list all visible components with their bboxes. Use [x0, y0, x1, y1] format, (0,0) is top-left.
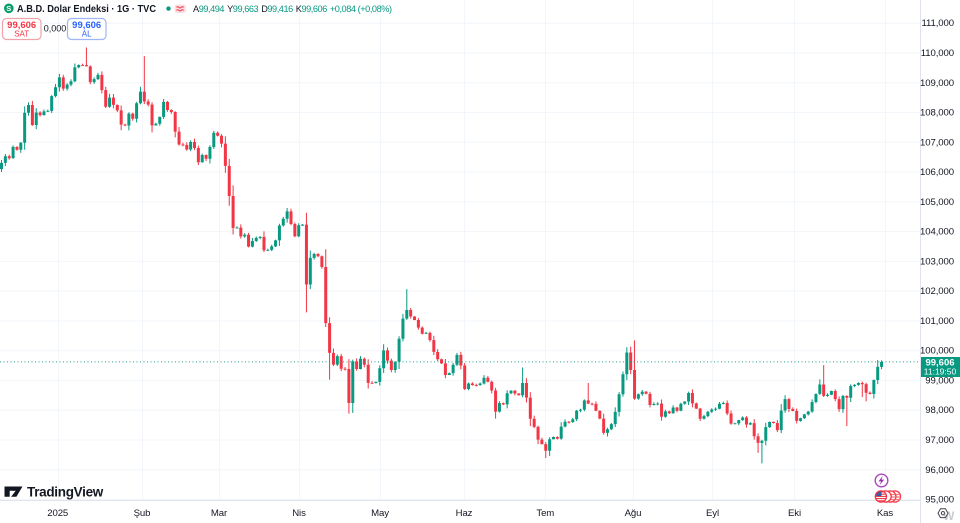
svg-text:111,000: 111,000 [921, 18, 954, 29]
svg-text:Mar: Mar [211, 508, 228, 519]
svg-text:102,000: 102,000 [920, 286, 954, 297]
svg-text:99,606: 99,606 [925, 358, 954, 369]
svg-text:AL: AL [82, 30, 92, 39]
svg-text:105,000: 105,000 [920, 197, 954, 208]
svg-text:SAT: SAT [14, 30, 29, 39]
svg-text:97,000: 97,000 [925, 435, 954, 446]
svg-text:96,000: 96,000 [925, 465, 954, 476]
svg-text:99,000: 99,000 [925, 375, 954, 386]
svg-text:110,000: 110,000 [921, 48, 954, 59]
svg-text:98,000: 98,000 [925, 405, 954, 416]
svg-text:Haz: Haz [456, 508, 473, 519]
svg-text:100,000: 100,000 [920, 346, 954, 357]
svg-text:0,000: 0,000 [44, 24, 67, 34]
svg-text:109,000: 109,000 [920, 78, 954, 89]
svg-text:Şub: Şub [134, 508, 151, 519]
svg-text:Kas: Kas [877, 508, 894, 519]
svg-text:2025: 2025 [47, 508, 68, 519]
svg-text:Eyl: Eyl [706, 508, 719, 519]
svg-text:95,000: 95,000 [925, 495, 954, 506]
svg-text:May: May [371, 508, 389, 519]
svg-text:103,000: 103,000 [920, 256, 954, 267]
svg-text:TradingView: TradingView [27, 485, 104, 500]
svg-text:Tem: Tem [536, 508, 554, 519]
svg-text:Nis: Nis [292, 508, 306, 519]
svg-text:W: W [943, 509, 955, 523]
svg-text:106,000: 106,000 [920, 167, 954, 178]
svg-text:107,000: 107,000 [920, 137, 954, 148]
svg-text:Eki: Eki [788, 508, 801, 519]
svg-text:11:19:50: 11:19:50 [924, 367, 957, 377]
svg-text:104,000: 104,000 [920, 227, 954, 238]
svg-text:Ağu: Ağu [625, 508, 642, 519]
svg-text:S: S [6, 4, 11, 13]
svg-text:A.B.D. Dolar Endeksi · 1G · TV: A.B.D. Dolar Endeksi · 1G · TVC [17, 3, 156, 15]
svg-text:101,000: 101,000 [920, 316, 954, 327]
svg-text:99,606: 99,606 [72, 20, 101, 31]
svg-text:99,606: 99,606 [7, 20, 36, 31]
svg-text:108,000: 108,000 [920, 108, 954, 119]
